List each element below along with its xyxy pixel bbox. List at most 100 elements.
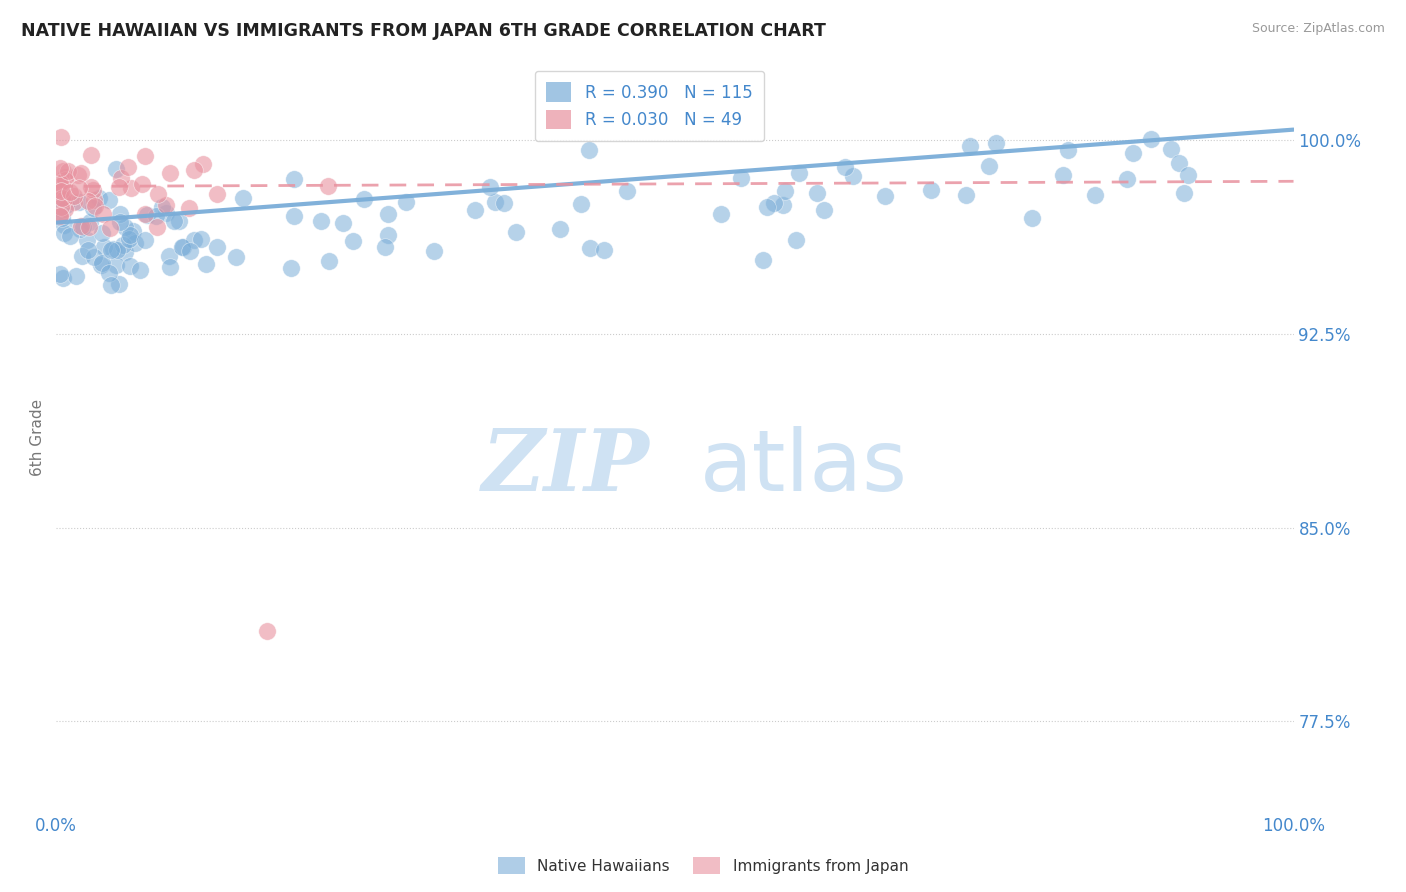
Point [183,163,205,178]
Point [100,243,122,257]
Point [207,186,229,201]
Point [91,256,114,270]
Point [505,225,527,239]
Point [59,186,82,200]
Point [100,277,122,292]
Point [70,219,93,233]
Point [873,189,896,203]
Point [550,222,572,236]
Point [1056,143,1078,157]
Point [82,201,104,215]
Point [129,263,152,277]
Point [280,260,302,275]
Point [785,233,807,247]
Point [80,179,103,194]
Point [170,240,193,254]
Point [76,194,98,208]
Point [82,183,104,197]
Point [104,162,127,177]
Point [1160,142,1182,156]
Point [55,198,77,212]
Point [730,170,752,185]
Point [841,169,863,183]
Point [118,232,141,246]
Point [77,243,100,257]
Point [53,202,76,217]
Point [53,218,76,232]
Point [423,244,446,258]
Point [167,214,190,228]
Point [83,193,105,207]
Point [773,185,796,199]
Point [110,206,132,220]
Point [104,258,127,272]
Point [959,138,981,153]
Point [484,194,506,209]
Point [114,219,136,234]
Point [232,191,254,205]
Point [190,232,212,246]
Point [98,193,121,207]
Point [67,181,90,195]
Point [353,192,375,206]
Point [1084,188,1107,202]
Point [593,244,616,258]
Point [91,207,114,221]
Point [53,173,76,187]
Point [108,215,131,229]
Point [256,624,278,638]
Point [977,159,1000,173]
Point [51,191,73,205]
Point [79,214,101,228]
Point [72,220,94,235]
Point [49,209,72,223]
Point [52,164,75,178]
Point [177,202,200,216]
Point [59,229,82,244]
Point [62,189,84,203]
Point [159,166,181,180]
Point [49,161,72,176]
Point [49,179,72,194]
Point [136,208,159,222]
Text: NATIVE HAWAIIAN VS IMMIGRANTS FROM JAPAN 6TH GRADE CORRELATION CHART: NATIVE HAWAIIAN VS IMMIGRANTS FROM JAPAN… [21,22,825,40]
Point [62,195,84,210]
Point [1177,168,1199,182]
Point [98,221,121,235]
Y-axis label: 6th Grade: 6th Grade [30,399,45,475]
Point [1052,168,1074,182]
Point [150,200,173,214]
Point [1122,146,1144,161]
Point [183,233,205,247]
Point [80,147,103,161]
Point [83,250,105,264]
Point [49,201,72,215]
Point [112,238,135,252]
Point [77,219,100,234]
Point [146,186,169,201]
Point [1168,156,1191,170]
Point [155,197,177,211]
Point [751,252,773,267]
Point [569,196,592,211]
Point [114,245,136,260]
Point [118,259,141,273]
Point [813,203,835,218]
Text: atlas: atlas [700,425,908,508]
Point [76,234,98,248]
Point [134,207,156,221]
Point [159,260,181,275]
Point [191,156,214,170]
Point [710,207,733,221]
Point [53,192,76,206]
Point [806,186,828,201]
Point [834,160,856,174]
Point [121,224,143,238]
Point [377,207,399,221]
Point [772,198,794,212]
Point [377,228,399,243]
Point [91,226,114,240]
Point [105,243,128,257]
Point [763,195,786,210]
Point [124,235,146,250]
